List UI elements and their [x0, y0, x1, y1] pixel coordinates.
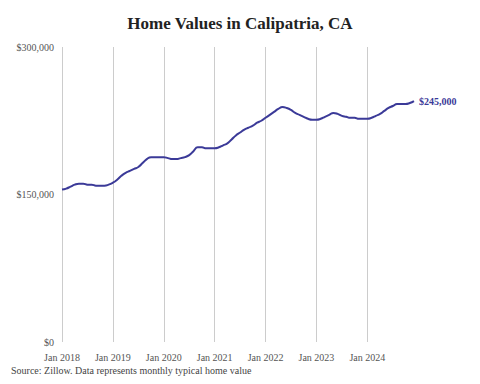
svg-text:Jan 2019: Jan 2019: [95, 352, 131, 363]
svg-text:Jan 2024: Jan 2024: [349, 352, 385, 363]
svg-text:$245,000: $245,000: [419, 96, 457, 107]
svg-text:Jan 2023: Jan 2023: [299, 352, 335, 363]
svg-text:$0: $0: [44, 337, 54, 348]
svg-text:Jan 2018: Jan 2018: [44, 352, 80, 363]
svg-text:Jan 2022: Jan 2022: [248, 352, 284, 363]
svg-text:Home Values in Calipatria, CA: Home Values in Calipatria, CA: [127, 14, 353, 33]
svg-text:Source: Zillow. Data represent: Source: Zillow. Data represents monthly …: [11, 365, 252, 376]
svg-text:$150,000: $150,000: [17, 189, 55, 200]
svg-text:Jan 2020: Jan 2020: [146, 352, 182, 363]
svg-text:$300,000: $300,000: [17, 42, 55, 53]
svg-text:Jan 2021: Jan 2021: [197, 352, 233, 363]
